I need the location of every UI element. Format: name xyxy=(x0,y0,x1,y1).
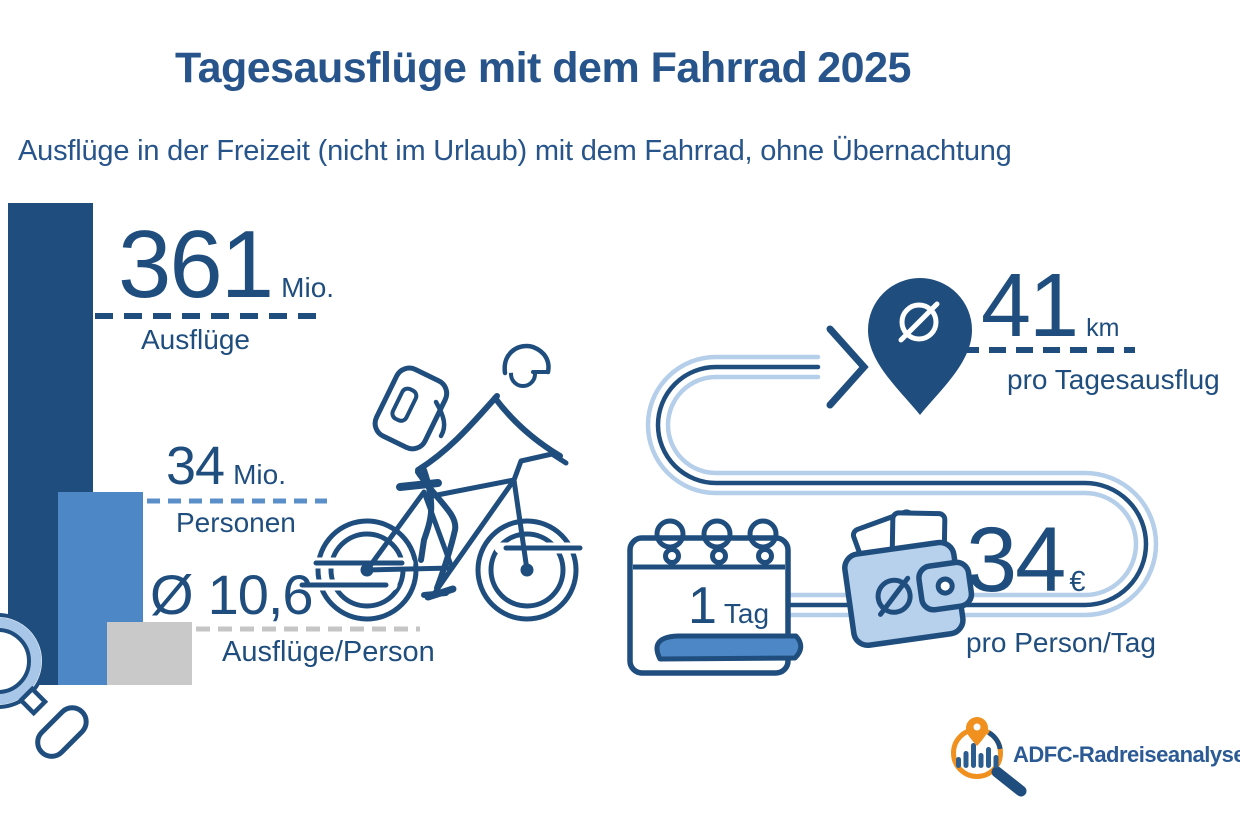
stat-kosten-label: pro Person/Tag xyxy=(966,627,1156,658)
stat-distanz-unit: km xyxy=(1086,314,1120,342)
stat-ausfluege-unit: Mio. xyxy=(281,272,335,303)
arrow-icon xyxy=(826,325,869,409)
stat-personen-unit: Mio. xyxy=(233,459,286,490)
stat-ausfluege-pro-person: Ø 10,6 xyxy=(150,563,314,626)
cyclist-icon xyxy=(290,343,592,622)
stat-kosten: 34 € xyxy=(966,514,1085,606)
stat-ausfluege-pro-person-value: 10,6 xyxy=(207,563,314,626)
brand-name: ADFC-Radreiseanalyse xyxy=(1013,742,1240,767)
stat-dauer-unit: Tag xyxy=(723,598,770,629)
stat-dauer: 1 Tag xyxy=(688,580,769,632)
stat-personen-value: 34 xyxy=(166,436,225,496)
route-path xyxy=(645,354,1159,618)
magnifier-icon xyxy=(0,613,89,759)
stat-ausfluege-pro-person-prefix: Ø xyxy=(150,563,194,626)
page-title: Tagesausflüge mit dem Fahrrad 2025 xyxy=(175,47,911,90)
stat-dauer-value: 1 xyxy=(688,577,717,635)
stat-personen-label: Personen xyxy=(176,507,296,538)
stat-personen: 34 Mio. xyxy=(166,439,286,493)
stat-ausfluege: 361 Mio. xyxy=(118,217,334,313)
stat-ausfluege-value: 361 xyxy=(118,211,274,318)
title-text: Tagesausflüge mit dem Fahrrad xyxy=(175,44,808,92)
stat-distanz-value: 41 xyxy=(981,256,1079,356)
stat-kosten-unit: € xyxy=(1069,566,1086,598)
stat-kosten-value: 34 xyxy=(966,509,1066,611)
wallet-icon xyxy=(842,509,975,649)
location-pin-icon xyxy=(868,278,972,415)
bar-ausfluege-pro-person xyxy=(107,622,192,685)
stat-ausfluege-label: Ausflüge xyxy=(141,324,250,355)
average-symbol-icon xyxy=(898,301,940,343)
page-subtitle: Ausflüge in der Freizeit (nicht im Urlau… xyxy=(18,135,1012,167)
calendar-icon xyxy=(627,518,804,676)
title-year: 2025 xyxy=(817,44,911,92)
stat-distanz: 41 km xyxy=(981,261,1119,351)
stat-distanz-label: pro Tagesausflug xyxy=(1007,364,1220,395)
stat-ausfluege-pro-person-label: Ausflüge/Person xyxy=(222,636,435,668)
adfc-logo-icon xyxy=(951,717,1027,797)
